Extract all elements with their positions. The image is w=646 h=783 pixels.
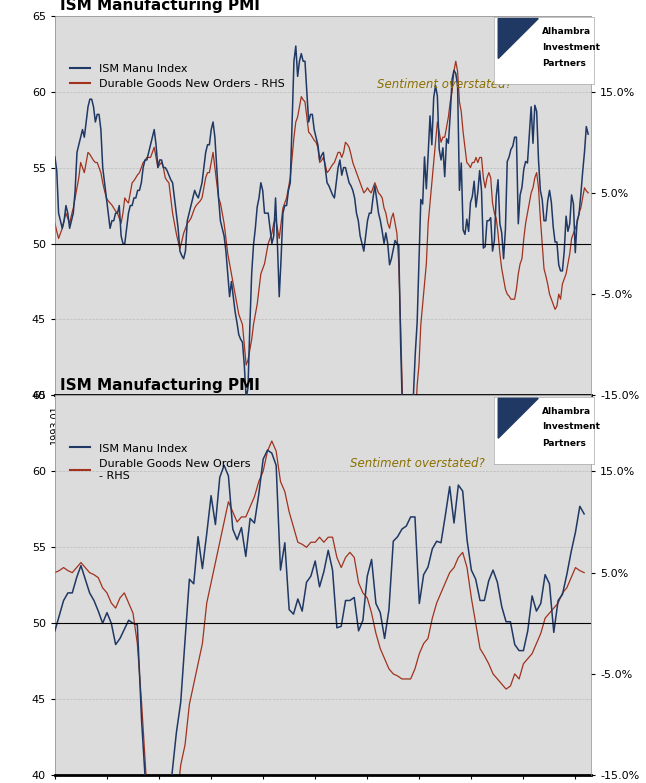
Text: Partners: Partners [542, 439, 586, 448]
Text: Partners: Partners [542, 60, 586, 68]
Polygon shape [498, 399, 538, 438]
Legend: ISM Manu Index, Durable Goods New Orders
- RHS: ISM Manu Index, Durable Goods New Orders… [66, 439, 255, 485]
Text: Investment: Investment [542, 423, 600, 431]
Legend: ISM Manu Index, Durable Goods New Orders - RHS: ISM Manu Index, Durable Goods New Orders… [66, 60, 289, 94]
Text: Sentiment overstated?: Sentiment overstated? [377, 78, 512, 91]
Text: Alhambra: Alhambra [542, 407, 591, 416]
Text: Investment: Investment [542, 43, 600, 52]
Polygon shape [498, 19, 538, 59]
Text: Alhambra: Alhambra [542, 27, 591, 36]
Text: ISM Manufacturing PMI: ISM Manufacturing PMI [60, 378, 260, 393]
Text: ISM Manufacturing PMI: ISM Manufacturing PMI [60, 0, 260, 13]
Text: Sentiment overstated?: Sentiment overstated? [350, 457, 484, 471]
